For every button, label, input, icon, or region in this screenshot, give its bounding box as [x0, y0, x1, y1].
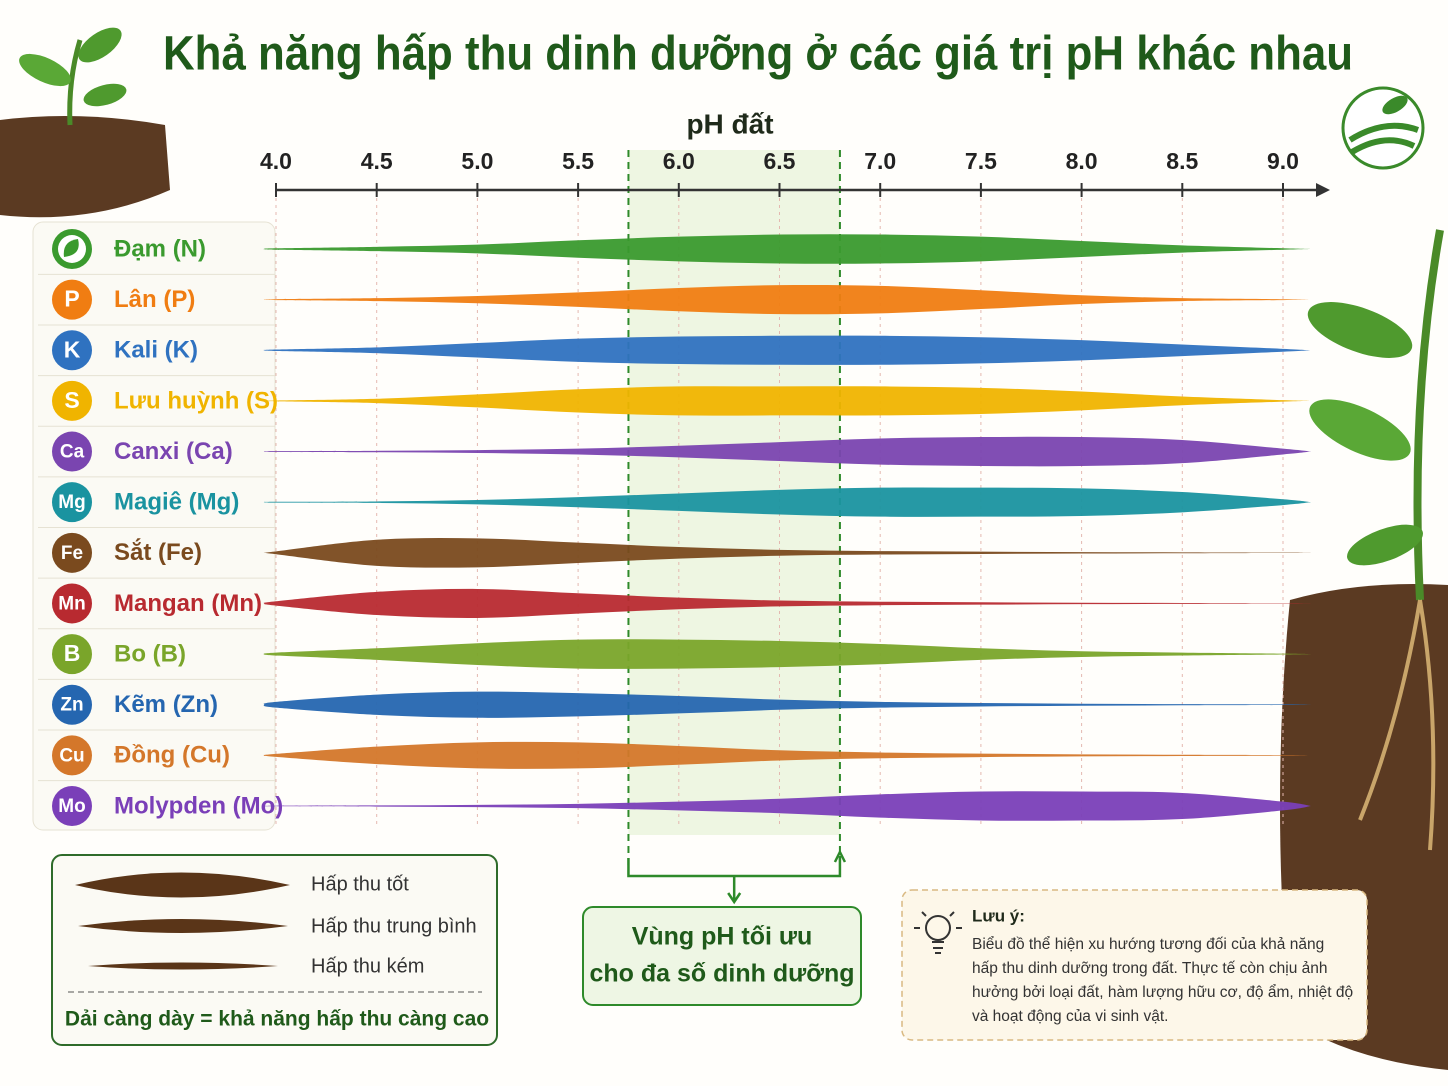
nutrient-icon — [52, 735, 92, 776]
chart-title: Khả năng hấp thu dinh dưỡng ở các giá tr… — [163, 28, 1353, 81]
legend-swatch — [88, 962, 278, 970]
nutrient-icon — [52, 482, 92, 523]
x-tick-label: 6.5 — [764, 148, 796, 174]
legend-box — [51, 854, 498, 1046]
x-tick-label: 7.0 — [864, 148, 896, 174]
nutrient-icon — [52, 583, 92, 624]
legend-label: Hấp thu tốt — [311, 873, 409, 895]
plant-left — [0, 27, 170, 218]
nutrient-band — [263, 284, 1312, 315]
nutrient-symbol: Fe — [61, 543, 83, 564]
zone-brace — [627, 849, 847, 905]
nutrient-symbol: K — [64, 336, 81, 362]
nutrient-label: Lân (P) — [114, 286, 195, 313]
legend-swatch — [75, 872, 290, 898]
nutrient-band — [263, 588, 1312, 618]
bulb-icon — [914, 911, 962, 954]
nutrient-band — [263, 436, 1312, 467]
legend: Hấp thu tốt Hấp thu trung bình Hấp thu k… — [51, 854, 498, 1046]
x-tick-label: 6.0 — [663, 148, 695, 174]
legend-note: Dải càng dày = khả năng hấp thu càng cao — [65, 1008, 489, 1031]
zone-label-box — [582, 906, 862, 1006]
nutrient-icon — [52, 380, 92, 421]
nutrient-symbol: S — [64, 387, 79, 413]
nutrient-icon — [52, 684, 92, 725]
nutrient-icon — [52, 330, 92, 371]
leaf — [63, 239, 79, 257]
x-axis-arrow — [1316, 183, 1330, 197]
note: Lưu ý: Biểu đồ thể hiện xu hướng tương đ… — [901, 889, 1368, 1041]
note-line: và hoạt động của vi sinh vật. — [972, 1008, 1168, 1025]
nutrient-symbol: Ca — [60, 442, 85, 463]
nutrient-band — [263, 639, 1312, 669]
nutrient-icon — [52, 634, 92, 675]
nutrient-band — [263, 691, 1312, 718]
x-tick-label: 8.0 — [1066, 148, 1098, 174]
nutrient-label: Đồng (Cu) — [114, 742, 230, 769]
nutrient-symbol: Mg — [58, 492, 85, 513]
logo — [1341, 86, 1425, 170]
nutrient-label: Kali (K) — [114, 337, 198, 364]
nutrient-band — [263, 335, 1312, 365]
nutrient-symbol: P — [64, 286, 79, 312]
note-line: Biểu đồ thể hiện xu hướng tương đối của … — [972, 936, 1324, 953]
rows: Đạm (N) P Lân (P) K Kali (K) S Lưu huỳnh (S) Ca… — [32, 221, 283, 831]
nutrient-label: Đạm (N) — [114, 235, 206, 262]
zone-label: Vùng pH tối ưu — [632, 923, 813, 951]
nutrient-band — [263, 487, 1312, 517]
nutrient-band — [263, 791, 1312, 821]
nutrient-band — [263, 537, 1312, 568]
bands — [263, 234, 1312, 821]
note-title: Lưu ý: — [972, 906, 1025, 925]
nutrient-label: Mangan (Mn) — [114, 590, 262, 617]
nutrient-band — [263, 741, 1312, 769]
x-tick-label: 9.0 — [1267, 148, 1299, 174]
optimal-zone-callout: Vùng pH tối ưu cho đa số dinh dưỡng — [582, 849, 862, 1006]
nutrient-band — [263, 386, 1312, 416]
note-line: hưởng bởi loại đất, hàm lượng hữu cơ, độ… — [972, 984, 1353, 1001]
legend-swatch — [78, 919, 288, 933]
note-line: hấp thu dinh dưỡng trong đất. Thực tế cò… — [972, 960, 1328, 977]
x-tick-label: 4.5 — [361, 148, 393, 174]
nutrient-label: Bo (B) — [114, 640, 186, 667]
nutrient-symbol: Zn — [60, 695, 83, 716]
nutrient-band — [263, 234, 1312, 264]
zone-label: cho đa số dinh dưỡng — [589, 960, 854, 988]
x-tick-label: 7.5 — [965, 148, 997, 174]
nutrient-symbol: Mn — [58, 593, 85, 614]
nutrient-label: Canxi (Ca) — [114, 438, 233, 465]
nutrient-label: Lưu huỳnh (S) — [114, 387, 278, 414]
nutrient-icon — [52, 279, 92, 320]
nutrient-symbol: Mo — [58, 796, 85, 817]
note-box — [901, 889, 1368, 1041]
x-tick-label: 8.5 — [1166, 148, 1198, 174]
nutrient-label: Magiê (Mg) — [114, 489, 239, 516]
x-axis-label: pH đất — [686, 108, 773, 139]
legend-label: Hấp thu trung bình — [311, 915, 477, 937]
nutrient-icon — [52, 431, 92, 472]
x-tick-label: 5.0 — [461, 148, 493, 174]
nutrient-icon — [52, 786, 92, 826]
nutrient-label: Sắt (Fe) — [114, 538, 202, 566]
nutrient-label: Molypden (Mo) — [114, 792, 283, 819]
nutrient-label: Kẽm (Zn) — [114, 691, 218, 718]
x-tick-label: 4.0 — [260, 148, 292, 174]
nutrient-symbol: Cu — [59, 745, 84, 766]
row-label-panel — [32, 221, 276, 831]
legend-label: Hấp thu kém — [311, 955, 424, 977]
nutrient-symbol: B — [64, 640, 81, 666]
nutrient-icon — [52, 532, 92, 573]
x-tick-label: 5.5 — [562, 148, 594, 174]
